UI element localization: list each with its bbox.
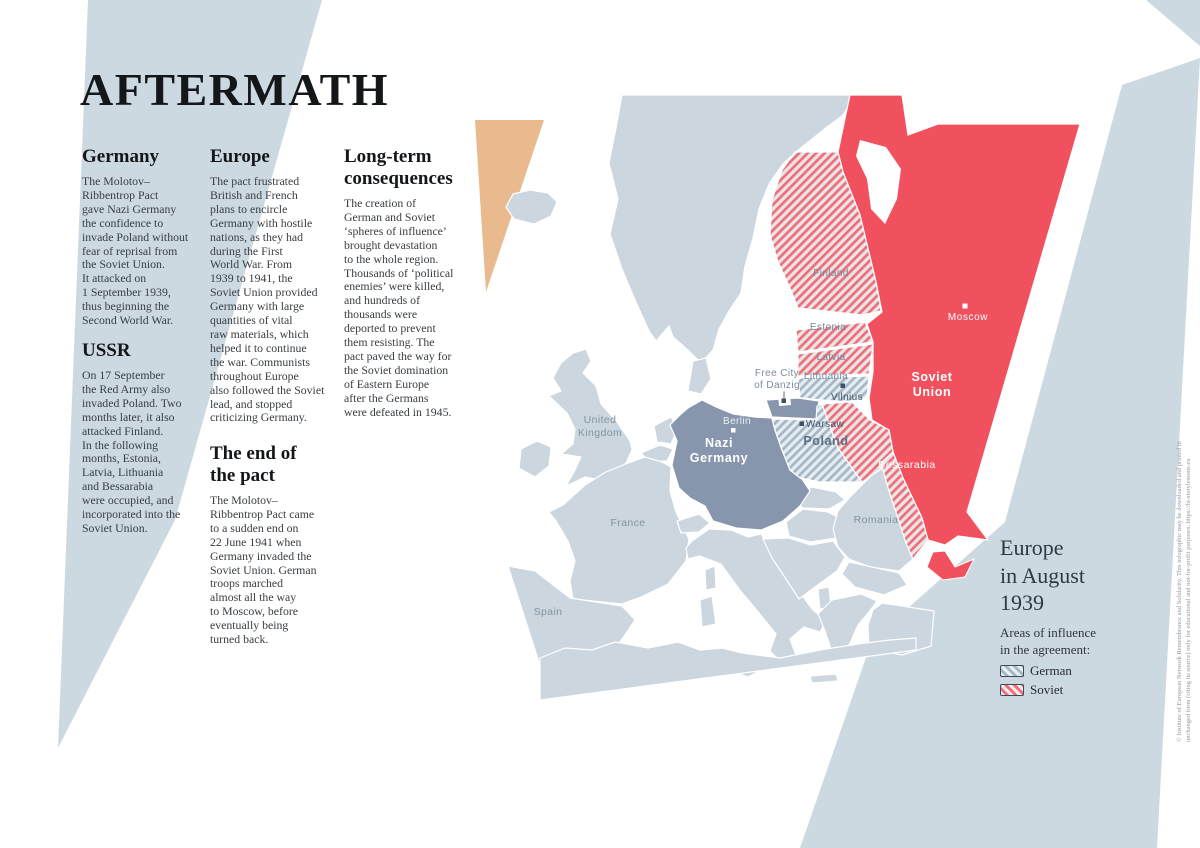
map-label-warsaw: Warsaw [805, 419, 845, 430]
map-label-estonia: Estonia [809, 322, 847, 333]
page-title: AFTERMATH [80, 64, 390, 115]
section-body: The creation of German and Soviet ‘spher… [344, 196, 454, 419]
section-germany: Germany The Molotov– Ribbentrop Pact gav… [82, 146, 216, 328]
section-heading: Long-term consequences [344, 146, 453, 189]
map-label-nazi-germany: Nazi Germany [689, 436, 749, 465]
map-label-soviet-union: Soviet Union [911, 370, 953, 399]
section-heading: Germany [82, 146, 160, 167]
copyright-notice: © Institute of European Network Remembra… [1176, 441, 1192, 742]
section-end-of-pact: The end of the pact The Molotov– Ribbent… [210, 443, 344, 647]
section-body: The pact frustrated British and French p… [210, 174, 325, 425]
soviet-hatch-swatch [1000, 683, 1024, 696]
map-bessarabia-soviet-sphere [880, 451, 929, 560]
map-estonia-soviet-sphere [795, 321, 874, 353]
section-heading: The end of the pact [210, 443, 297, 486]
german-hatch-swatch [1000, 664, 1024, 677]
vilnius-marker [840, 383, 845, 388]
map-bulgaria [841, 561, 908, 596]
map-label-united-kingdom: United Kingdom [577, 414, 623, 439]
map-great-britain [548, 348, 633, 487]
map-nazi-germany [669, 399, 811, 531]
map-poland-east-soviet-sphere [821, 401, 894, 483]
section-body: On 17 September the Red Army also invade… [82, 368, 182, 535]
map-latvia-soviet-sphere [797, 343, 874, 377]
map-sardinia [699, 595, 717, 628]
map-iceland [505, 189, 558, 225]
legend-heading: Areas of influence in the agreement: [1000, 625, 1097, 657]
legend-item-german: German [1000, 661, 1072, 680]
map-east-prussia [765, 397, 820, 420]
section-ussr: USSR On 17 September the Red Army also i… [82, 340, 216, 536]
map-italy [685, 528, 827, 665]
section-heading: USSR [82, 340, 131, 361]
map-finland-soviet-sphere [769, 151, 882, 316]
map-poland-west-german-sphere [771, 403, 863, 483]
map-label-spain: Spain [533, 606, 563, 618]
map-corsica [704, 565, 717, 591]
berlin-marker [731, 428, 736, 433]
map-title: Europe in August 1939 [1000, 535, 1085, 615]
map-lithuania-german-sphere [797, 375, 870, 403]
map-crete [809, 673, 839, 684]
map-label-bessarabia: Bessarabia [878, 459, 936, 471]
top-right-corner-panel [1146, 0, 1200, 46]
map-denmark [687, 357, 712, 395]
warsaw-marker [799, 421, 804, 426]
left-diagonal-panel [58, 0, 322, 748]
map-crimea [926, 550, 976, 581]
map-white-sea [856, 140, 901, 224]
moscow-marker [962, 303, 968, 309]
map-label-france: France [610, 517, 646, 529]
legend-item-soviet: Soviet [1000, 680, 1072, 699]
map-label-berlin: Berlin [723, 416, 751, 427]
section-body: The Molotov– Ribbentrop Pact gave Nazi G… [82, 174, 189, 328]
map-north-africa [539, 637, 917, 701]
danzig-marker [781, 398, 786, 403]
map-yugoslavia [762, 537, 846, 600]
legend-label: German [1030, 663, 1072, 678]
map-label-free-city-of-danzig: Free City of Danzig [754, 368, 800, 391]
section-europe: Europe The pact frustrated British and F… [210, 146, 344, 425]
section-long-term-consequences: Long-term consequences The creation of G… [344, 146, 484, 420]
map-legend: German Soviet [1000, 661, 1072, 699]
map-label-vilnius: Vilnius [830, 392, 864, 403]
map-greece [817, 593, 878, 662]
map-label-lithuania: Lithuania [803, 371, 849, 382]
section-heading: Europe [210, 146, 270, 167]
section-body: The Molotov– Ribbentrop Pact came to a s… [210, 493, 317, 647]
map-label-romania: Romania [853, 514, 899, 526]
map-label-poland: Poland [803, 434, 849, 448]
map-label-latvia: Latvia [816, 352, 846, 363]
map-label-finland: Finland [813, 268, 849, 279]
map-scandinavia [608, 94, 854, 364]
legend-label: Soviet [1030, 682, 1064, 697]
map-ireland [518, 440, 552, 478]
map-label-moscow: Moscow [947, 312, 989, 323]
map-switzerland [676, 513, 711, 534]
